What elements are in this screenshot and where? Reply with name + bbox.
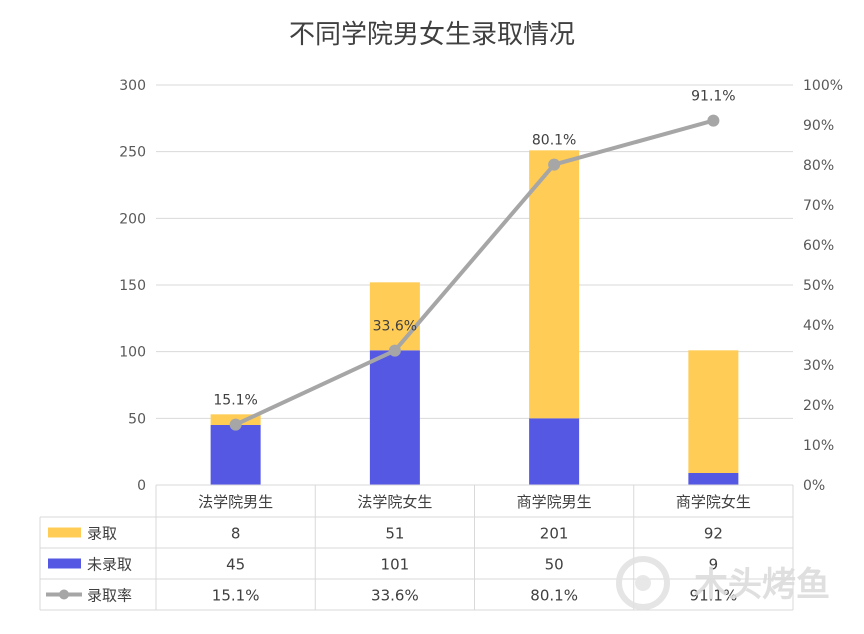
bar-not-admitted [529,418,580,485]
right-axis-tick-label: 20% [803,398,834,414]
table-cell-value: 45 [226,556,245,574]
left-axis-ticks: 0 50 100 150 200 250 300 [119,78,146,494]
legend-bar-key [48,527,81,538]
rate-data-label: 91.1% [691,89,735,105]
bar-admitted [529,150,580,419]
rate-point [229,418,242,431]
bar-not-admitted [688,473,739,485]
rate-point [388,344,401,357]
table-category-label: 商学院男生 [517,493,592,511]
rate-point [548,158,561,171]
right-axis-tick-label: 30% [803,358,834,374]
left-axis-tick-label: 250 [119,145,146,161]
left-axis-tick-label: 300 [119,78,146,94]
left-axis-tick-label: 100 [119,345,146,361]
bar-not-admitted [210,425,261,485]
chart-title: 不同学院男女生录取情况 [288,20,575,50]
table-cell-value: 33.6% [371,587,419,605]
left-axis-tick-label: 0 [137,478,146,494]
legend-marker-key [59,589,69,600]
watermark: 木头烤鱼 [616,556,830,610]
bar-not-admitted [369,350,420,485]
legend-series-name: 录取 [87,525,117,543]
rate-data-label: 33.6% [373,319,417,335]
right-axis-ticks: 0% 10% 20% 30% 40% 50% 60% 70% 80% 90% 100% [803,78,843,494]
table-cell-value: 15.1% [212,587,260,605]
left-axis-tick-label: 50 [128,411,146,427]
table-cell-value: 8 [231,525,241,543]
watermark-text: 木头烤鱼 [693,565,830,605]
right-axis-tick-label: 0% [803,478,825,494]
bar-series [210,150,739,485]
table-cell-value: 91.1% [690,587,738,605]
table-cell-value: 9 [709,556,719,574]
right-axis-tick-label: 10% [803,438,834,454]
rate-data-label: 15.1% [213,393,257,409]
left-axis-tick-label: 150 [119,278,146,294]
watermark-logo-icon [616,556,670,610]
right-axis-tick-label: 90% [803,118,834,134]
rate-line-series: 15.1% 33.6% 80.1% 91.1% [213,89,736,431]
bar-admitted [369,282,420,351]
table-category-label: 法学院男生 [198,493,273,511]
table-category-label: 法学院女生 [357,493,432,511]
legend-series-name: 未录取 [87,556,132,574]
rate-data-label: 80.1% [532,133,576,149]
rate-point [707,114,720,127]
bar-admitted [688,350,739,473]
legend-bar-key [48,558,81,569]
table-cell-value: 101 [381,556,410,574]
table-cell-value: 201 [540,525,569,543]
right-axis-tick-label: 70% [803,198,834,214]
table-category-label: 商学院女生 [676,493,751,511]
table-cell-value: 92 [704,525,723,543]
legend-series-name: 录取率 [87,587,132,605]
right-axis-tick-label: 50% [803,278,834,294]
table-cell-value: 51 [385,525,404,543]
left-axis-tick-label: 200 [119,211,146,227]
watermark-logo-dot-icon [635,575,651,591]
table-cell-value: 80.1% [530,587,578,605]
table-cell-value: 50 [545,556,564,574]
right-axis-tick-label: 60% [803,238,834,254]
right-axis-tick-label: 100% [803,78,843,94]
right-axis-tick-label: 40% [803,318,834,334]
right-axis-tick-label: 80% [803,158,834,174]
rate-line [234,118,714,427]
